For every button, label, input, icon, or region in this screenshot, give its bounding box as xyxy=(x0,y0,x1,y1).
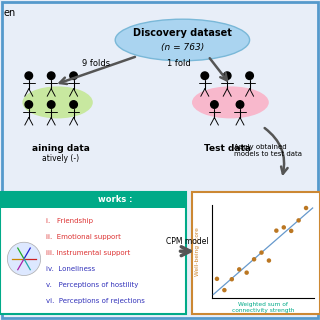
Circle shape xyxy=(222,288,227,292)
Text: iv.  Loneliness: iv. Loneliness xyxy=(46,267,96,272)
Circle shape xyxy=(259,250,264,255)
Text: ii.  Emotional support: ii. Emotional support xyxy=(46,235,121,240)
Circle shape xyxy=(223,72,231,79)
Circle shape xyxy=(296,218,301,223)
Text: aining data: aining data xyxy=(32,144,90,153)
FancyBboxPatch shape xyxy=(2,2,318,318)
Circle shape xyxy=(246,72,253,79)
Text: vi.  Perceptions of rejections: vi. Perceptions of rejections xyxy=(46,299,145,304)
Circle shape xyxy=(47,101,55,108)
Circle shape xyxy=(70,101,77,108)
Text: atively (-): atively (-) xyxy=(42,154,79,163)
Text: v.   Perceptions of hostility: v. Perceptions of hostility xyxy=(46,283,139,288)
Text: iii. Instrumental support: iii. Instrumental support xyxy=(46,251,131,256)
Circle shape xyxy=(25,72,33,79)
Text: 1 fold: 1 fold xyxy=(167,60,191,68)
Circle shape xyxy=(211,101,218,108)
Circle shape xyxy=(267,258,271,263)
Circle shape xyxy=(215,276,219,281)
Circle shape xyxy=(7,242,41,276)
Circle shape xyxy=(274,228,279,233)
Text: Discovery dataset: Discovery dataset xyxy=(133,28,232,38)
Circle shape xyxy=(201,72,209,79)
Circle shape xyxy=(304,206,308,210)
Text: i.   Friendship: i. Friendship xyxy=(46,219,93,224)
Circle shape xyxy=(289,229,293,233)
Circle shape xyxy=(244,270,249,275)
Text: works :: works : xyxy=(98,196,132,204)
Circle shape xyxy=(47,72,55,79)
Ellipse shape xyxy=(22,86,93,118)
Text: (n = 763): (n = 763) xyxy=(161,43,204,52)
Text: Test data: Test data xyxy=(204,144,251,153)
Circle shape xyxy=(25,101,33,108)
Circle shape xyxy=(236,101,244,108)
Circle shape xyxy=(252,257,256,261)
Ellipse shape xyxy=(115,19,250,61)
Bar xyxy=(0,192,186,314)
Circle shape xyxy=(282,225,286,230)
Circle shape xyxy=(70,72,77,79)
Circle shape xyxy=(237,267,242,272)
Bar xyxy=(192,192,320,314)
Circle shape xyxy=(229,277,234,282)
Text: Weighted sum of
connectivity strength: Weighted sum of connectivity strength xyxy=(232,302,294,313)
Text: en: en xyxy=(3,8,15,18)
Text: CPM model: CPM model xyxy=(166,237,209,246)
Bar xyxy=(0,192,186,208)
Text: Apply obtained
models to test data: Apply obtained models to test data xyxy=(234,144,302,157)
Ellipse shape xyxy=(192,86,269,118)
Text: Well-being score: Well-being score xyxy=(195,227,200,276)
Text: 9 folds: 9 folds xyxy=(82,60,110,68)
